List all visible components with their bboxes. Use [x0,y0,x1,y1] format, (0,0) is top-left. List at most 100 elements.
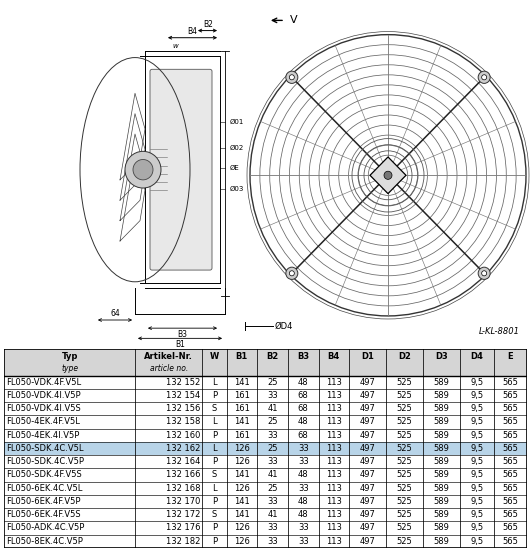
Circle shape [482,271,487,276]
Bar [4,349,527,376]
Text: 9,5: 9,5 [470,524,484,532]
Text: 497: 497 [360,483,375,493]
Text: B2: B2 [203,20,213,29]
Text: 113: 113 [326,537,342,546]
FancyBboxPatch shape [150,69,212,270]
Text: 132 156: 132 156 [166,404,200,413]
Text: L-KL-8801: L-KL-8801 [479,327,520,336]
Text: 68: 68 [298,391,309,400]
Text: FL050-6EK.4F.V5S: FL050-6EK.4F.V5S [6,510,81,519]
Text: 9,5: 9,5 [470,497,484,506]
Text: 589: 589 [434,510,450,519]
Text: 9,5: 9,5 [470,510,484,519]
Text: 141: 141 [234,378,250,387]
Text: 113: 113 [326,457,342,466]
Text: 161: 161 [234,404,250,413]
Text: 497: 497 [360,378,375,387]
Text: 497: 497 [360,417,375,426]
Text: 113: 113 [326,497,342,506]
Text: 525: 525 [397,431,413,439]
Text: 48: 48 [298,510,309,519]
Text: D2: D2 [398,352,411,361]
Text: FL050-VDK.4I.V5S: FL050-VDK.4I.V5S [6,404,81,413]
Text: w: w [172,43,178,49]
Text: 589: 589 [434,431,450,439]
Text: 48: 48 [298,470,309,480]
Text: 33: 33 [267,537,278,546]
Text: FL050-VDK.4I.V5P: FL050-VDK.4I.V5P [6,391,81,400]
Circle shape [482,75,487,80]
Text: 25: 25 [267,378,278,387]
Text: 565: 565 [502,497,518,506]
Text: 565: 565 [502,404,518,413]
Text: 132 162: 132 162 [166,444,200,453]
Text: 126: 126 [234,483,250,493]
Text: 113: 113 [326,404,342,413]
Text: FL050-6EK.4C.V5L: FL050-6EK.4C.V5L [6,483,83,493]
Text: L: L [212,483,217,493]
Text: type: type [61,364,78,373]
Text: L: L [212,378,217,387]
Circle shape [478,71,490,84]
Bar [4,442,527,455]
Text: B1: B1 [236,352,248,361]
Text: 64: 64 [110,309,120,318]
Text: L: L [212,417,217,426]
Text: 132 182: 132 182 [166,537,200,546]
Text: 48: 48 [298,497,309,506]
Text: ØE: ØE [230,165,240,171]
Text: 589: 589 [434,497,450,506]
Text: 132 168: 132 168 [166,483,200,493]
Circle shape [289,75,294,80]
Text: 132 176: 132 176 [166,524,200,532]
Text: 33: 33 [298,537,309,546]
Text: 565: 565 [502,378,518,387]
Text: 497: 497 [360,497,375,506]
Text: S: S [212,470,217,480]
Text: 132 154: 132 154 [166,391,200,400]
Text: 113: 113 [326,391,342,400]
Text: P: P [212,431,217,439]
Text: 565: 565 [502,537,518,546]
Text: 565: 565 [502,431,518,439]
Text: Ø02: Ø02 [230,145,244,151]
Text: FL050-VDK.4F.V5L: FL050-VDK.4F.V5L [6,378,81,387]
Text: 525: 525 [397,417,413,426]
Text: 132 172: 132 172 [166,510,200,519]
Text: 525: 525 [397,483,413,493]
Circle shape [286,267,298,279]
Text: 141: 141 [234,497,250,506]
Text: 565: 565 [502,470,518,480]
Text: FL050-6EK.4F.V5P: FL050-6EK.4F.V5P [6,497,81,506]
Text: 9,5: 9,5 [470,483,484,493]
Text: 113: 113 [326,378,342,387]
Text: 497: 497 [360,391,375,400]
Text: 9,5: 9,5 [470,470,484,480]
Text: 113: 113 [326,470,342,480]
Text: 589: 589 [434,537,450,546]
Text: 589: 589 [434,417,450,426]
Text: D3: D3 [435,352,448,361]
Text: 589: 589 [434,391,450,400]
Text: 132 152: 132 152 [166,378,200,387]
Text: 9,5: 9,5 [470,444,484,453]
Text: 33: 33 [298,457,309,466]
Text: 497: 497 [360,524,375,532]
Text: V: V [290,15,297,25]
Text: 565: 565 [502,417,518,426]
Text: B4: B4 [187,26,198,36]
Polygon shape [370,157,406,194]
Text: 141: 141 [234,417,250,426]
Text: 132 160: 132 160 [166,431,200,439]
Text: FL050-8EK.4C.V5P: FL050-8EK.4C.V5P [6,537,83,546]
Text: 9,5: 9,5 [470,537,484,546]
Text: 525: 525 [397,470,413,480]
Text: 33: 33 [267,431,278,439]
Text: W: W [210,352,219,361]
Text: 525: 525 [397,537,413,546]
Text: 589: 589 [434,470,450,480]
Text: 565: 565 [502,510,518,519]
Text: 126: 126 [234,444,250,453]
Text: 9,5: 9,5 [470,457,484,466]
Text: 113: 113 [326,483,342,493]
